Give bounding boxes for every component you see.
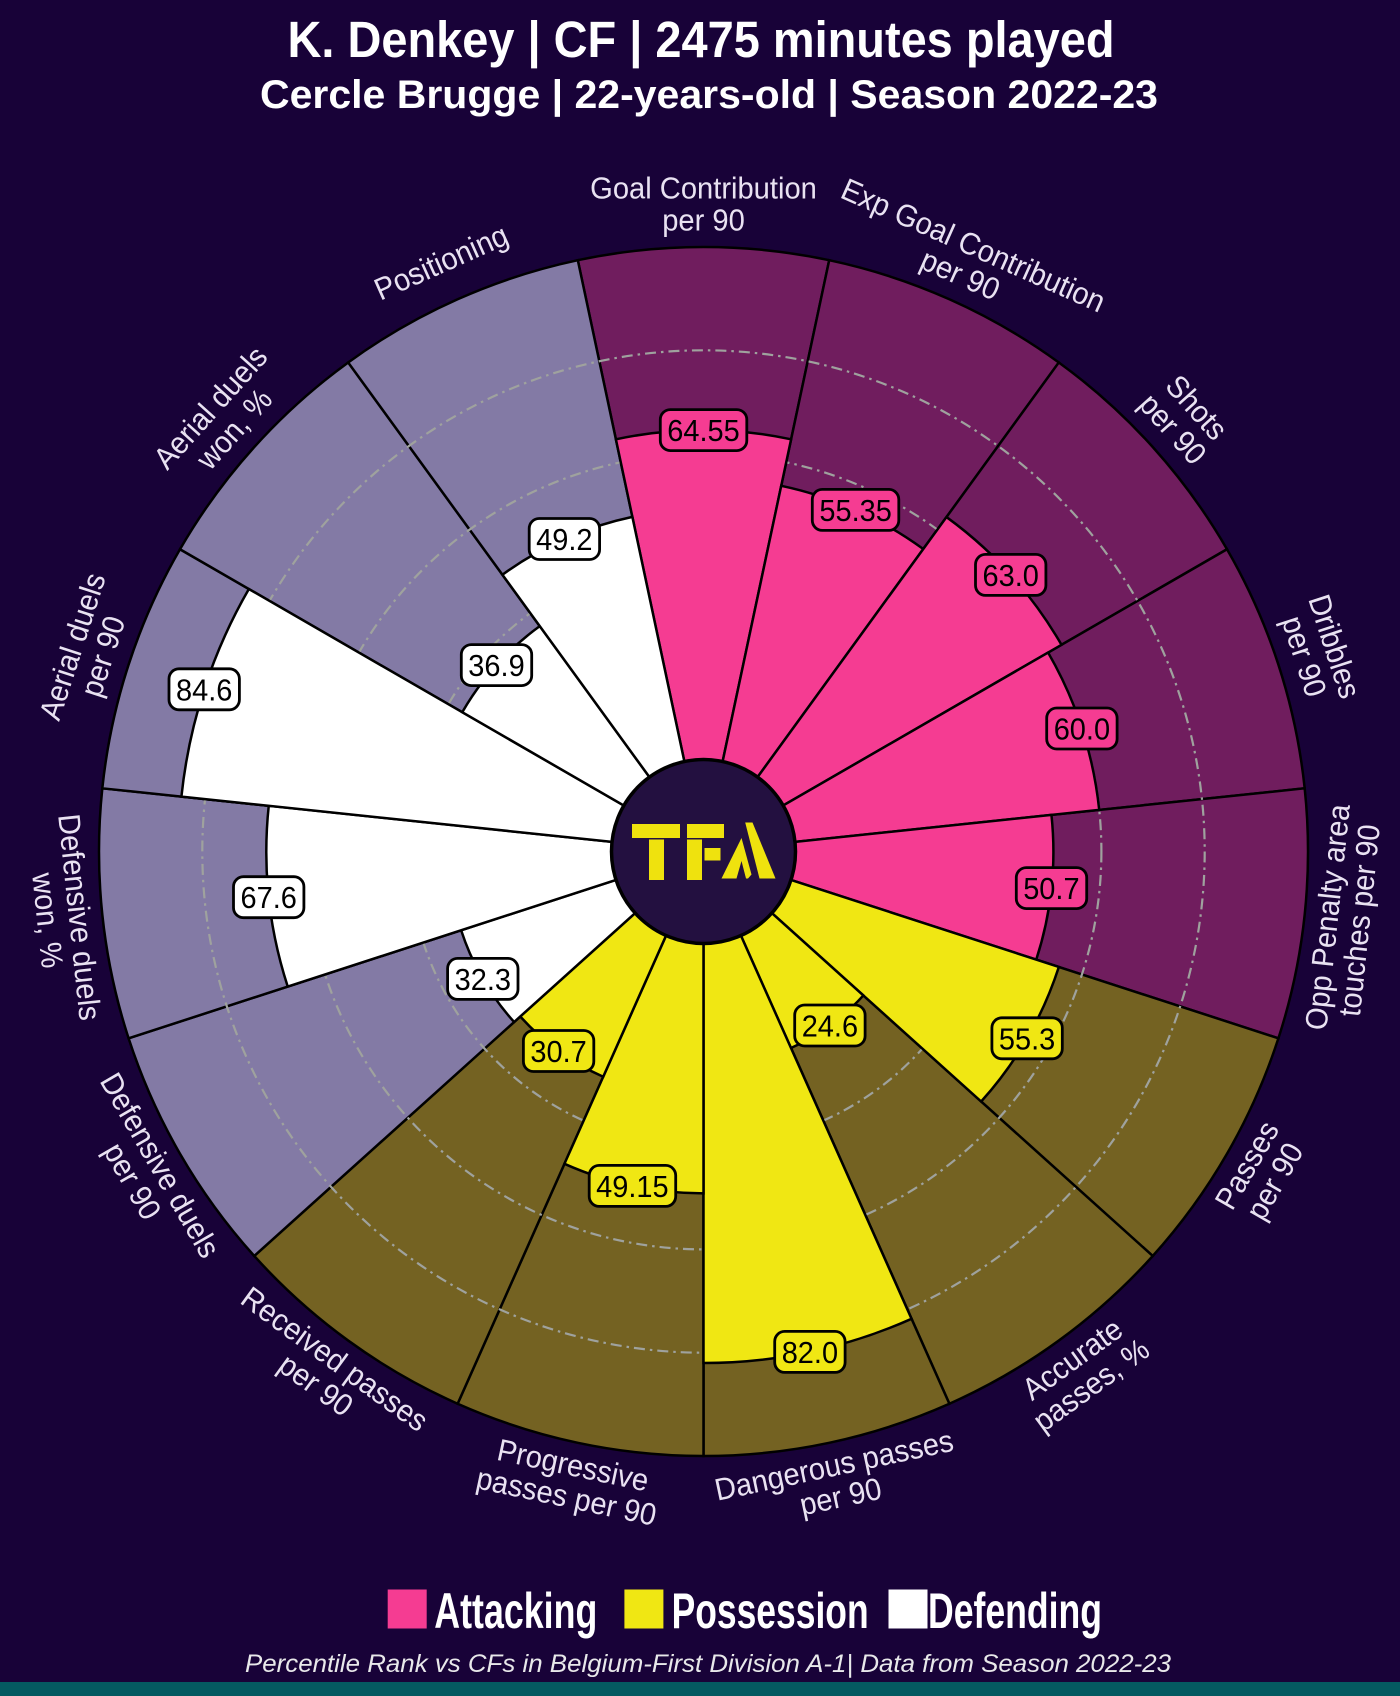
svg-text:55.3: 55.3	[999, 1022, 1055, 1056]
svg-text:64.55: 64.55	[667, 414, 740, 448]
svg-text:50.7: 50.7	[1023, 872, 1079, 906]
svg-text:84.6: 84.6	[176, 673, 232, 707]
svg-text:32.3: 32.3	[455, 963, 511, 997]
svg-text:49.2: 49.2	[536, 523, 592, 557]
svg-text:49.15: 49.15	[596, 1170, 669, 1204]
svg-text:36.9: 36.9	[468, 649, 524, 683]
svg-text:63.0: 63.0	[983, 559, 1039, 593]
svg-text:Possession: Possession	[672, 1583, 869, 1639]
svg-text:24.6: 24.6	[802, 1010, 858, 1044]
svg-text:Attacking: Attacking	[434, 1583, 597, 1639]
svg-text:55.35: 55.35	[819, 494, 892, 528]
svg-text:67.6: 67.6	[241, 881, 297, 915]
svg-text:60.0: 60.0	[1054, 713, 1110, 747]
svg-text:Cercle Brugge | 22-years-old |: Cercle Brugge | 22-years-old | Season 20…	[260, 73, 1158, 117]
svg-text:30.7: 30.7	[530, 1035, 586, 1069]
svg-text:Defending: Defending	[928, 1583, 1102, 1639]
svg-text:82.0: 82.0	[782, 1336, 838, 1370]
svg-text:Percentile Rank vs CFs in Belg: Percentile Rank vs CFs in Belgium-First …	[245, 1650, 1171, 1678]
svg-text:Goal Contributionper 90: Goal Contribution per 90	[590, 171, 817, 238]
svg-text:K. Denkey | CF | 2475 minutes: K. Denkey | CF | 2475 minutes played	[288, 11, 1115, 69]
